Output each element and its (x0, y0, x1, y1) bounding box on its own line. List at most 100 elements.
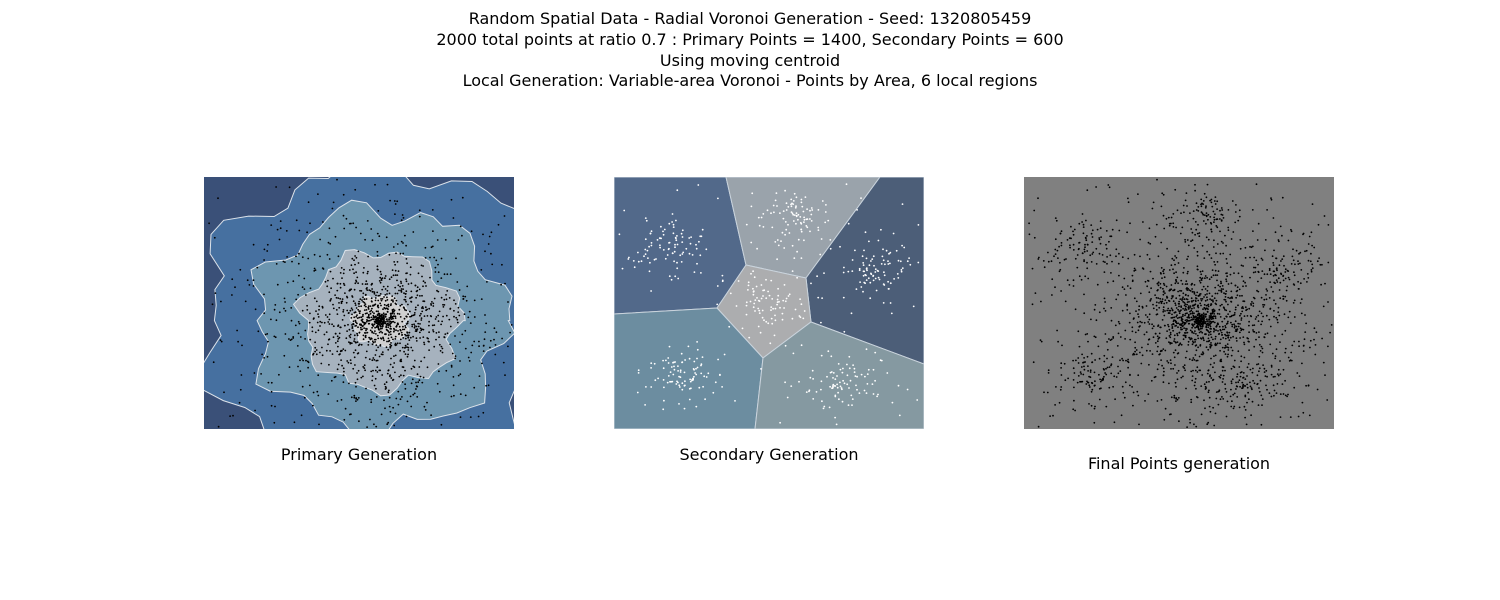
primary-point (422, 376, 425, 379)
primary-point (376, 268, 379, 271)
primary-point (413, 323, 415, 326)
final-point (1233, 366, 1236, 369)
final-point (1183, 367, 1186, 369)
final-point (1261, 351, 1264, 354)
primary-point (384, 322, 387, 325)
secondary-point (825, 204, 827, 206)
primary-point (425, 285, 427, 287)
primary-point (354, 364, 356, 366)
final-point (1231, 323, 1234, 326)
final-point (1265, 314, 1268, 317)
primary-point (217, 197, 219, 200)
primary-point (332, 336, 335, 339)
final-point (1257, 270, 1260, 273)
primary-point (343, 324, 346, 327)
final-point (1237, 322, 1240, 325)
secondary-point (917, 261, 920, 264)
secondary-point (618, 233, 621, 236)
final-point (1207, 369, 1210, 372)
secondary-point (648, 270, 651, 273)
secondary-point (799, 316, 802, 319)
primary-point (419, 327, 422, 330)
final-point (1174, 364, 1176, 366)
secondary-point (774, 314, 776, 317)
final-point (1199, 321, 1202, 323)
final-point (1156, 350, 1159, 353)
final-point (1282, 279, 1285, 282)
final-point (1260, 296, 1263, 299)
final-point (1241, 310, 1244, 313)
primary-point (346, 309, 349, 312)
secondary-point (912, 305, 915, 308)
final-point (1227, 303, 1229, 306)
primary-point (298, 322, 301, 325)
primary-point (459, 225, 462, 228)
primary-point (395, 299, 398, 302)
final-point (1131, 386, 1133, 388)
primary-point (400, 219, 403, 222)
final-point (1279, 281, 1282, 284)
secondary-point (839, 385, 842, 388)
final-point (1191, 231, 1194, 234)
final-point (1154, 342, 1157, 344)
final-point (1206, 323, 1208, 326)
secondary-point (668, 222, 671, 225)
final-point (1028, 222, 1030, 225)
secondary-point (816, 275, 818, 278)
secondary-point (676, 267, 679, 270)
primary-point (309, 384, 311, 387)
final-point (1166, 360, 1169, 362)
final-point (1263, 336, 1266, 338)
primary-point (371, 311, 374, 313)
final-point (1220, 374, 1222, 377)
final-point (1289, 416, 1292, 418)
primary-point (340, 399, 343, 401)
primary-point (337, 255, 340, 258)
secondary-point (695, 405, 698, 408)
primary-point (454, 335, 456, 337)
final-point (1193, 332, 1195, 334)
final-point (1284, 268, 1287, 271)
secondary-point (676, 380, 678, 383)
final-point (1292, 259, 1295, 262)
primary-point (353, 288, 356, 291)
primary-point (388, 323, 390, 326)
primary-point (359, 289, 361, 292)
final-point (1123, 277, 1126, 280)
primary-point (386, 285, 389, 288)
final-point (1239, 247, 1242, 250)
final-point (1246, 337, 1249, 339)
final-point (1193, 247, 1196, 249)
primary-point (396, 342, 399, 345)
primary-point (365, 387, 367, 390)
primary-point (413, 312, 416, 314)
final-point (1204, 322, 1207, 325)
secondary-point (867, 368, 870, 371)
primary-point (491, 263, 494, 266)
final-point (1163, 324, 1166, 327)
final-point (1098, 237, 1101, 239)
final-point (1127, 366, 1129, 369)
final-point (1268, 392, 1271, 394)
final-point (1051, 294, 1053, 296)
primary-point (415, 388, 417, 390)
secondary-point (776, 298, 779, 301)
primary-point (343, 418, 346, 421)
primary-point (428, 307, 431, 310)
primary-point (406, 272, 408, 274)
final-point (1127, 257, 1130, 260)
final-point (1176, 341, 1179, 343)
final-point (1250, 414, 1252, 417)
final-point (1287, 393, 1289, 396)
secondary-point (650, 362, 653, 365)
final-point (1238, 379, 1241, 382)
primary-point (391, 295, 394, 297)
final-point (1117, 365, 1119, 368)
final-point (1214, 274, 1217, 276)
primary-point (334, 235, 337, 238)
secondary-point (765, 278, 767, 281)
final-point (1055, 386, 1057, 388)
secondary-point (897, 259, 900, 262)
final-point (1222, 366, 1225, 369)
final-point (1226, 262, 1228, 265)
